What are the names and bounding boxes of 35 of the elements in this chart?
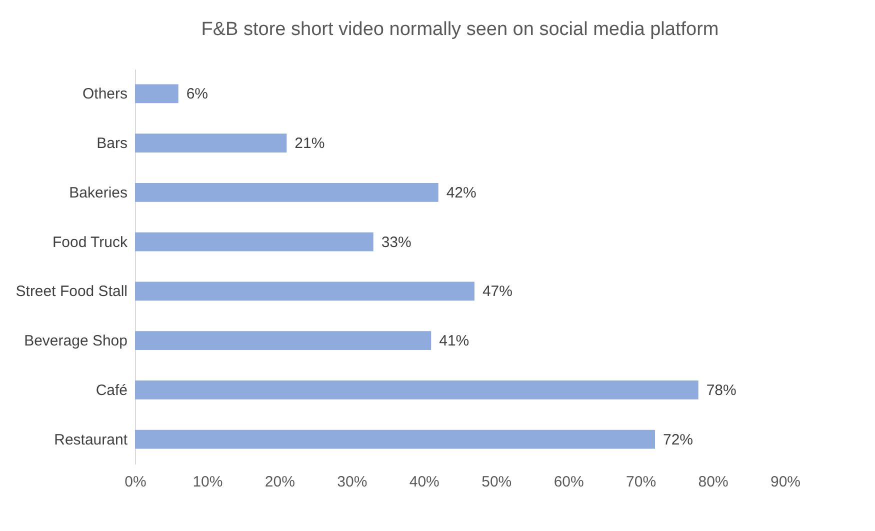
x-tick-label: 60%	[554, 474, 584, 490]
y-tick-label: Street Food Stall	[16, 283, 128, 300]
bar	[135, 331, 432, 350]
x-tick-label: 80%	[698, 474, 728, 490]
chart-title: F&B store short video normally seen on social media platform	[201, 19, 719, 40]
bar	[135, 282, 474, 301]
x-tick-label: 90%	[770, 474, 801, 490]
y-tick-label: Bars	[96, 135, 128, 152]
y-tick-label: Café	[96, 382, 128, 399]
bar	[135, 232, 374, 252]
x-tick-label: 10%	[192, 474, 223, 490]
data-label: 72%	[663, 431, 694, 448]
x-tick-label: 50%	[482, 474, 512, 490]
x-tick-label: 30%	[337, 474, 368, 490]
x-tick-label: 70%	[626, 474, 656, 490]
y-tick-label: Beverage Shop	[24, 332, 128, 350]
data-label: 41%	[439, 332, 470, 350]
x-tick-label: 40%	[409, 474, 440, 490]
bar	[135, 183, 438, 202]
data-label: 21%	[294, 135, 325, 152]
y-tick-label: Food Truck	[52, 234, 128, 251]
bar	[135, 84, 178, 104]
bar	[135, 134, 287, 152]
y-tick-label: Restaurant	[54, 431, 128, 448]
y-tick-label: Bakeries	[69, 184, 128, 202]
bar	[135, 380, 698, 400]
x-tick-label: 0%	[124, 474, 146, 490]
data-label: 78%	[706, 382, 736, 399]
data-label: 6%	[186, 86, 208, 103]
data-label: 33%	[381, 234, 412, 251]
data-label: 42%	[446, 184, 476, 202]
y-tick-label: Others	[82, 86, 128, 103]
bar	[135, 430, 655, 449]
data-label: 47%	[482, 283, 512, 300]
x-tick-label: 20%	[264, 474, 295, 490]
